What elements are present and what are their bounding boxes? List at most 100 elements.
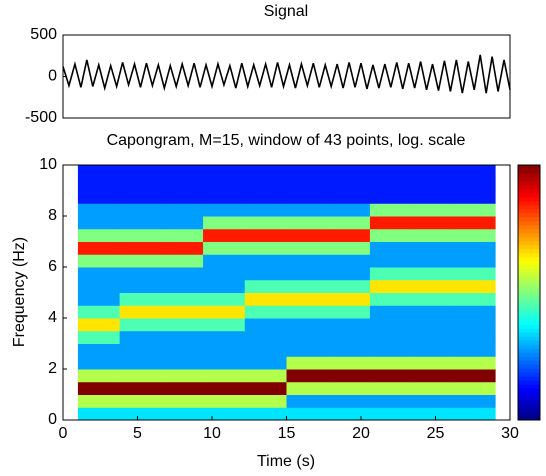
colorbar-step — [518, 320, 540, 325]
colorbar-step — [518, 324, 540, 329]
heatmap-cell — [411, 369, 454, 383]
colorbar-step — [518, 288, 540, 293]
heatmap-cell — [286, 407, 329, 421]
heatmap-cell — [161, 343, 204, 357]
colorbar-step — [518, 368, 540, 373]
heatmap-cell — [119, 216, 162, 230]
heatmap-cell — [411, 254, 454, 268]
heatmap-cell — [244, 203, 287, 217]
heatmap-cell — [77, 292, 121, 306]
heatmap-cell — [286, 267, 329, 281]
colorbar-step — [518, 308, 540, 313]
heatmap-cell — [453, 203, 496, 217]
heatmap-cell — [369, 216, 413, 230]
heatmap-cell — [203, 356, 246, 370]
heatmap-cell — [244, 394, 287, 408]
heatmap-cell — [328, 343, 371, 357]
heatmap-cell — [369, 292, 413, 306]
heatmap-cell — [119, 292, 162, 306]
heatmap-cell — [369, 254, 413, 268]
heatmap-cell — [77, 267, 121, 281]
heatmap-cell — [161, 267, 204, 281]
heatmap-cell — [286, 190, 329, 204]
heatmap-cell — [244, 381, 287, 395]
heatmap-cell — [203, 343, 246, 357]
heatmap-cell — [453, 165, 496, 179]
colorbar-step — [518, 304, 540, 309]
heatmap-cell — [203, 292, 246, 306]
heatmap-cell — [369, 228, 413, 242]
colorbar-step — [518, 228, 540, 234]
heatmap-cell — [453, 407, 496, 421]
heatmap-cell — [328, 407, 371, 421]
colorbar-step — [518, 204, 540, 210]
colorbar-step — [518, 172, 540, 178]
colorbar-step — [518, 384, 540, 389]
colorbar-step — [518, 244, 540, 250]
heatmap-cell — [328, 330, 371, 344]
heatmap-cell — [328, 318, 371, 332]
colorbar-step — [518, 192, 540, 198]
heatmap-cell — [77, 381, 121, 395]
x-tick-label: 20 — [352, 425, 370, 442]
heatmap-cell — [77, 330, 121, 344]
heatmap-cell — [369, 381, 413, 395]
heatmap-cell — [286, 216, 329, 230]
y-tick-label: 10 — [39, 156, 57, 173]
y-tick-label: -500 — [25, 109, 57, 126]
colorbar-step — [518, 196, 540, 202]
heatmap-cell — [453, 394, 496, 408]
heatmap-cell — [286, 177, 329, 191]
heatmap-cell — [411, 318, 454, 332]
heatmap-cell — [328, 228, 371, 242]
colorbar-step — [518, 248, 540, 254]
colorbar-step — [518, 328, 540, 333]
heatmap-cell — [453, 381, 496, 395]
y-tick-label: 8 — [48, 207, 57, 224]
y-tick-label: 2 — [48, 360, 57, 377]
heatmap-cell — [286, 203, 329, 217]
heatmap-cell — [286, 356, 329, 370]
heatmap-cell — [328, 356, 371, 370]
heatmap-cell — [411, 305, 454, 319]
heatmap-cell — [203, 241, 246, 255]
colorbar-step — [518, 400, 540, 405]
heatmap-cell — [453, 305, 496, 319]
heatmap-cell — [203, 305, 246, 319]
heatmap-cell — [411, 267, 454, 281]
heatmap-cell — [203, 254, 246, 268]
heatmap-cell — [161, 369, 204, 383]
heatmap-cell — [77, 305, 121, 319]
heatmap-cell — [328, 369, 371, 383]
heatmap-cell — [203, 165, 246, 179]
heatmap-cell — [411, 177, 454, 191]
heatmap-cell — [244, 165, 287, 179]
heatmap-cell — [244, 177, 287, 191]
heatmap-cell — [411, 241, 454, 255]
x-tick-label: 30 — [501, 425, 519, 442]
colorbar-step — [518, 344, 540, 349]
colorbar-step — [518, 180, 540, 186]
colorbar-step — [518, 316, 540, 321]
heatmap-cell — [453, 330, 496, 344]
colorbar-step — [518, 332, 540, 337]
heatmap-cell — [244, 356, 287, 370]
heatmap-cell — [411, 381, 454, 395]
heatmap-cell — [453, 216, 496, 230]
heatmap-cell — [328, 394, 371, 408]
heatmap-cell — [453, 241, 496, 255]
signal-line — [62, 54, 511, 94]
y-tick-label: 0 — [48, 411, 57, 428]
heatmap-cell — [119, 177, 162, 191]
heatmap-cell — [161, 216, 204, 230]
heatmap-cell — [119, 241, 162, 255]
heatmap-cell — [203, 203, 246, 217]
heatmap-cell — [411, 190, 454, 204]
colorbar-step — [518, 412, 540, 417]
heatmap-cell — [286, 305, 329, 319]
heatmap-cell — [77, 216, 121, 230]
heatmap-cell — [369, 177, 413, 191]
heatmap-cell — [328, 267, 371, 281]
heatmap-cell — [119, 165, 162, 179]
